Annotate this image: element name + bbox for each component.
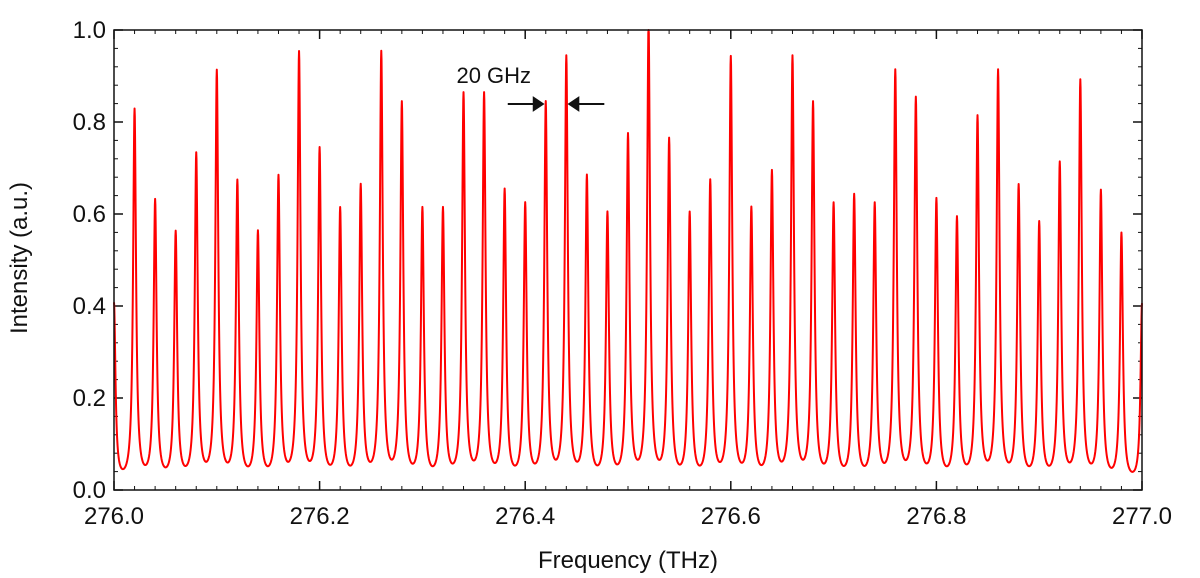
x-tick-label: 276.6 — [701, 503, 761, 530]
y-tick-label: 0.2 — [73, 385, 106, 412]
spacing-annotation: 20 GHz — [456, 63, 605, 112]
x-tick-label: 276.2 — [290, 503, 350, 530]
x-axis-tick-labels: 276.0 276.2 276.4 276.6 276.8 277.0 — [84, 503, 1172, 530]
y-tick-label: 1.0 — [73, 17, 106, 44]
y-tick-label: 0.0 — [73, 477, 106, 504]
left-arrow-icon — [507, 96, 545, 112]
spectrum-line — [113, 29, 1143, 473]
y-tick-label: 0.8 — [73, 109, 106, 136]
annotation-label: 20 GHz — [456, 63, 531, 88]
x-axis-title: Frequency (THz) — [538, 547, 718, 574]
x-tick-label: 276.0 — [84, 503, 144, 530]
right-arrow-icon — [567, 96, 605, 112]
y-axis-tick-labels: 0.0 0.2 0.4 0.6 0.8 1.0 — [73, 17, 106, 504]
y-tick-label: 0.4 — [73, 293, 106, 320]
plot-frame — [113, 29, 1143, 491]
y-axis-title: Intensity (a.u.) — [6, 182, 33, 334]
y-axis-ticks — [114, 29, 1142, 491]
y-tick-label: 0.6 — [73, 201, 106, 228]
x-tick-label: 277.0 — [1112, 503, 1172, 530]
x-tick-label: 276.8 — [906, 503, 966, 530]
x-tick-label: 276.4 — [495, 503, 555, 530]
x-axis-ticks — [113, 30, 1143, 490]
